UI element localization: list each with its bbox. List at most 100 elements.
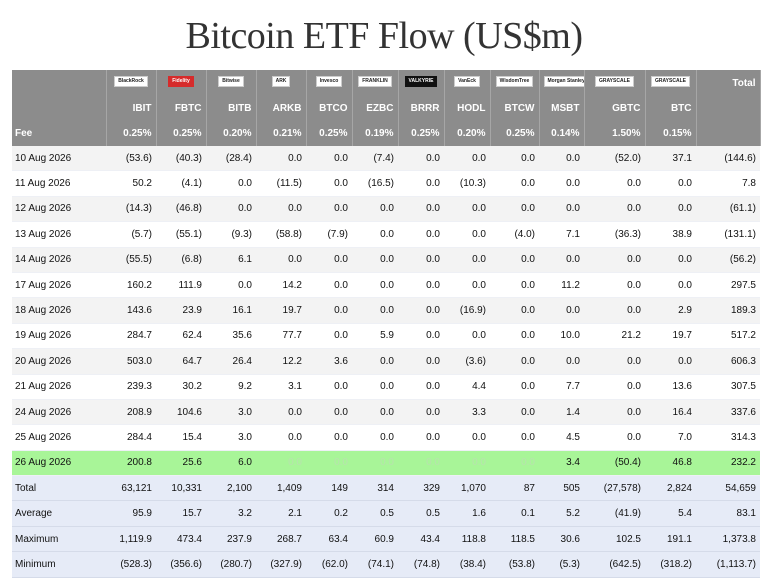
fund-logo-cell: Bitwise [206, 70, 257, 96]
flow-value: 0.0 [256, 146, 306, 172]
flow-value: 16.4 [645, 399, 696, 426]
flow-value: 0.0 [306, 424, 352, 451]
flow-value: 284.7 [106, 323, 156, 350]
flow-value: 0.0 [398, 374, 444, 400]
page-title: Bitcoin ETF Flow (US$m) [185, 15, 583, 57]
row-date: 19 Aug 2026 [12, 323, 106, 350]
summary-value: (356.6) [156, 551, 206, 578]
flow-value: (11.5) [256, 170, 306, 197]
summary-value: 95.9 [106, 500, 156, 527]
flow-value: 0.0 [444, 424, 490, 451]
flow-value: 25.6 [156, 450, 206, 477]
flow-value: (36.3) [584, 221, 645, 248]
fund-ticker: EZBC [352, 96, 399, 120]
flow-value: 0.0 [352, 196, 398, 223]
fund-logo-cell: GRAYSCALE [645, 70, 697, 96]
summary-value: (27,578) [584, 475, 645, 502]
flow-value: 0.0 [490, 399, 539, 426]
flow-value: (7.4) [352, 146, 398, 172]
table-row: 17 Aug 2026 160.2 111.9 0.0 14.2 0.0 0.0 0.0 0.0… [12, 272, 760, 299]
fund-logo-cell: Fidelity [156, 70, 207, 96]
flow-value: 0.0 [645, 272, 696, 299]
flow-value: 0.0 [539, 297, 584, 324]
fund-logo-cell: VanEck [444, 70, 491, 96]
table-row: 14 Aug 2026 (55.5) (6.8) 6.1 0.0 0.0 0.0 0.0 0.0… [12, 247, 760, 273]
flow-value: 0.0 [444, 196, 490, 223]
summary-label: Total [12, 475, 106, 502]
summary-value: 30.6 [539, 526, 584, 553]
row-date: 17 Aug 2026 [12, 272, 106, 299]
flow-value: 0.0 [490, 170, 539, 197]
summary-row: Total 63,121 10,331 2,100 1,409 149 314 329 1,07… [12, 475, 760, 502]
flow-value: 0.0 [584, 348, 645, 375]
flow-value: 0.0 [539, 196, 584, 223]
summary-value: 191.1 [645, 526, 696, 553]
fund-ticker: FBTC [156, 96, 207, 120]
table-row: 19 Aug 2026 284.7 62.4 35.6 77.7 0.0 5.9 0.0 0.0… [12, 323, 760, 350]
fund-logo-cell: FRANKLIN [352, 70, 399, 96]
flow-value: 2.9 [645, 297, 696, 324]
summary-value: 2,824 [645, 475, 696, 502]
flow-value: 38.9 [645, 221, 696, 248]
row-date: 18 Aug 2026 [12, 297, 106, 324]
flow-value: 0.0 [490, 374, 539, 400]
header-corner [12, 70, 107, 96]
fund-logo-cell: ARK [256, 70, 307, 96]
summary-row: Maximum 1,119.9 473.4 237.9 268.7 63.4 60.9 43.… [12, 526, 760, 553]
fund-logo: Morgan Stanley [543, 76, 583, 87]
fund-logo: VALKYRIE [404, 76, 438, 87]
flow-value: 111.9 [156, 272, 206, 299]
fund-ticker: HODL [444, 96, 491, 120]
flow-value: (7.9) [306, 221, 352, 248]
fund-ticker: BTC [645, 96, 697, 120]
flow-value: 64.7 [156, 348, 206, 375]
flow-value: 0.0 [306, 272, 352, 299]
summary-total: 83.1 [696, 500, 760, 527]
flow-value: 0.0 [584, 399, 645, 426]
flow-value: (3.6) [444, 348, 490, 375]
fund-fee: 0.14% [539, 120, 585, 146]
summary-value: (280.7) [206, 551, 256, 578]
summary-value: 1,409 [256, 475, 306, 502]
summary-value: (5.3) [539, 551, 584, 578]
flow-value: 5.9 [352, 323, 398, 350]
flow-value: 0.0 [490, 247, 539, 273]
flow-value: 3.4 [539, 450, 584, 477]
row-date: 11 Aug 2026 [12, 170, 106, 197]
flow-value: 0.0 [306, 450, 352, 477]
flow-value: 0.0 [398, 348, 444, 375]
summary-value: 5.2 [539, 500, 584, 527]
table-row: 11 Aug 2026 50.2 (4.1) 0.0 (11.5) 0.0 (16.5) 0.… [12, 170, 760, 197]
row-date: 12 Aug 2026 [12, 196, 106, 223]
flow-value: 0.0 [444, 146, 490, 172]
flow-value: 0.0 [490, 297, 539, 324]
flow-value: 0.0 [584, 297, 645, 324]
row-total: 189.3 [696, 297, 760, 324]
header-logos-row: BlackRock Fidelity Bitwise ARK Invesco FRANKL… [12, 70, 761, 96]
flow-value: 7.1 [539, 221, 584, 248]
flow-value: 3.6 [306, 348, 352, 375]
fund-logo: Invesco [315, 76, 343, 87]
flow-value: (40.3) [156, 146, 206, 172]
flow-value: 0.0 [206, 196, 256, 223]
header-total-blank [696, 96, 761, 120]
summary-value: 0.5 [398, 500, 444, 527]
flow-value: 239.3 [106, 374, 156, 400]
flow-value: 3.1 [256, 374, 306, 400]
flow-value: 0.0 [398, 323, 444, 350]
summary-value: 0.1 [490, 500, 539, 527]
summary-value: (38.4) [444, 551, 490, 578]
fund-fee: 0.20% [206, 120, 257, 146]
row-date: 21 Aug 2026 [12, 374, 106, 400]
flow-value: 0.0 [490, 146, 539, 172]
flow-value: (55.1) [156, 221, 206, 248]
summary-value: (642.5) [584, 551, 645, 578]
fund-fee: 0.20% [444, 120, 491, 146]
flow-value: (58.8) [256, 221, 306, 248]
summary-value: 1.6 [444, 500, 490, 527]
row-total: (144.6) [696, 146, 760, 172]
flow-value: 0.0 [584, 196, 645, 223]
fund-ticker: BITB [206, 96, 257, 120]
table-row: 20 Aug 2026 503.0 64.7 26.4 12.2 3.6 0.0 0.0 (3.… [12, 348, 760, 375]
flow-value: 21.2 [584, 323, 645, 350]
